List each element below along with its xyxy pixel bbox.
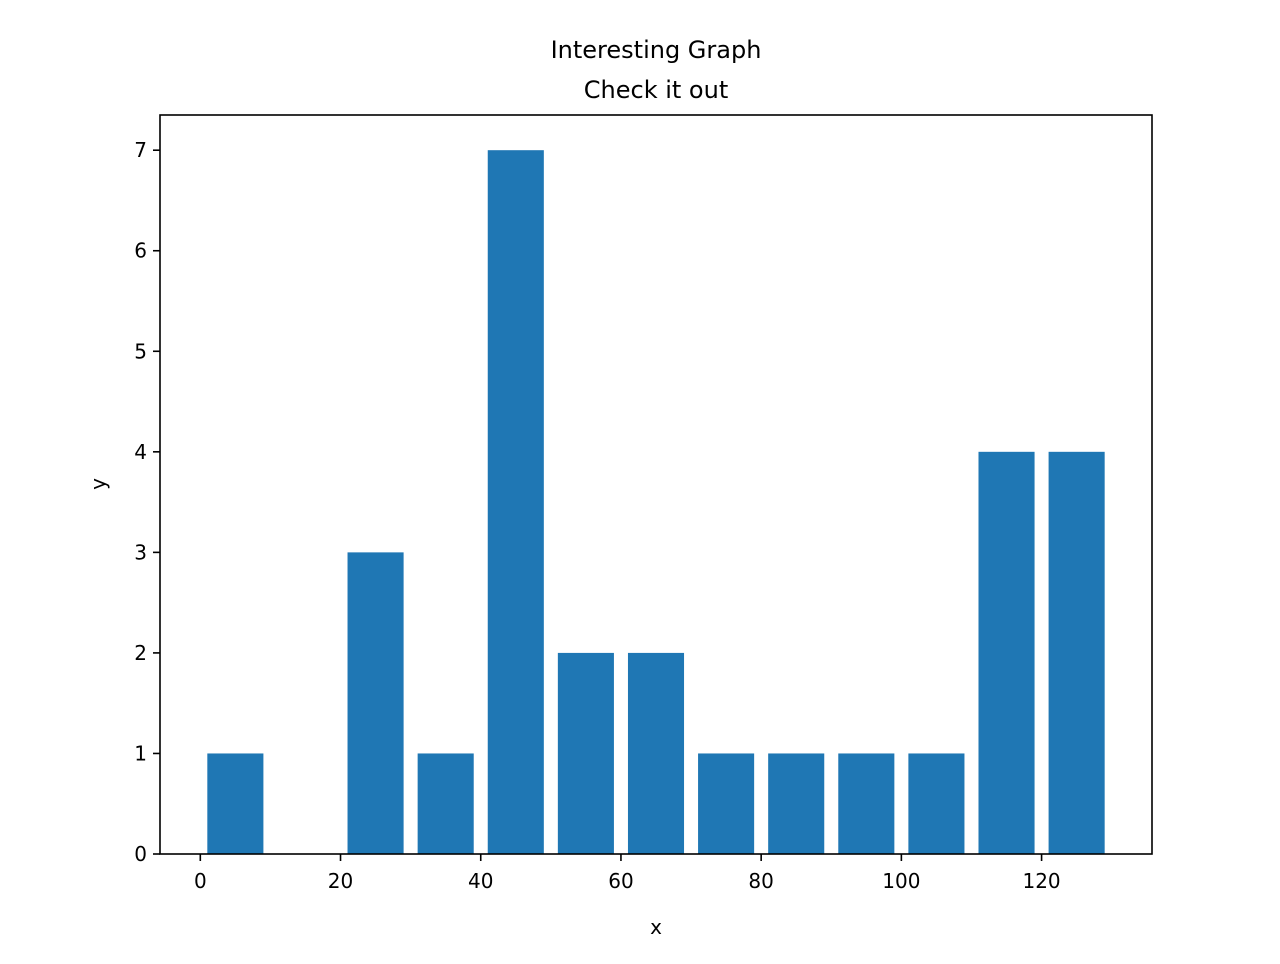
x-tick-label: 100	[882, 869, 920, 893]
x-tick-label: 0	[194, 869, 207, 893]
bar	[698, 753, 755, 854]
x-tick-label: 120	[1022, 869, 1060, 893]
x-tick-label: 80	[748, 869, 773, 893]
bar	[838, 753, 895, 854]
bar	[487, 150, 544, 854]
bars-group	[207, 150, 1105, 854]
bar	[417, 753, 474, 854]
y-axis-label: y	[86, 478, 110, 490]
y-tick-label: 2	[134, 641, 147, 665]
bar	[1048, 451, 1105, 854]
bar	[627, 652, 685, 854]
x-tick-label: 40	[468, 869, 493, 893]
plot-area-frame	[159, 114, 1153, 855]
bar	[347, 552, 404, 854]
y-tick-label: 4	[134, 440, 147, 464]
bar	[207, 753, 264, 854]
y-tick-label: 6	[134, 239, 147, 263]
x-tick-label: 60	[608, 869, 633, 893]
y-ticks-group: 0 1 2 3 4 5 6 7	[134, 138, 160, 866]
chart-title: Interesting Graph	[551, 36, 762, 64]
y-tick-label: 3	[134, 540, 147, 564]
chart-subtitle: Check it out	[584, 76, 728, 104]
bar	[557, 652, 614, 854]
bar	[978, 451, 1035, 854]
x-tick-label: 20	[328, 869, 353, 893]
x-axis-label: x	[650, 915, 662, 939]
y-tick-label: 5	[134, 339, 147, 363]
bar	[908, 753, 965, 854]
y-tick-label: 7	[134, 138, 147, 162]
y-tick-label: 0	[134, 842, 147, 866]
bar	[768, 753, 825, 854]
y-tick-label: 1	[134, 741, 147, 765]
x-ticks-group: 0 20 40 60 80 100 120	[194, 854, 1061, 893]
